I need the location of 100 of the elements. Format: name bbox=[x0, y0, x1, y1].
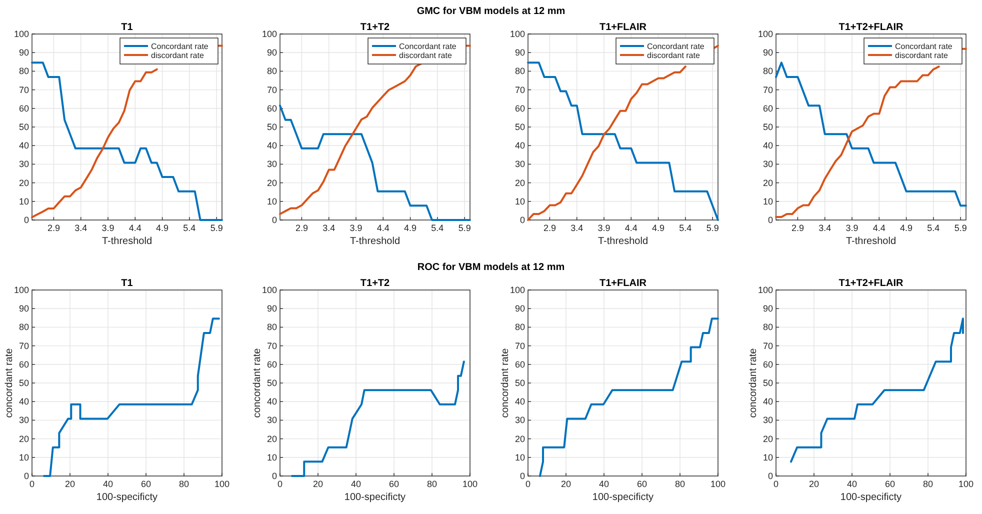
legend-label: discordant rate bbox=[895, 51, 948, 60]
y-tick-label: 0 bbox=[768, 215, 773, 225]
x-tick-label: 5.4 bbox=[183, 223, 196, 233]
x-tick-label: 100 bbox=[462, 479, 478, 489]
x-tick-label: 5.9 bbox=[458, 223, 471, 233]
chart-title: T1+T2 bbox=[360, 22, 390, 33]
y-tick-label: 100 bbox=[510, 29, 525, 39]
y-tick-label: 10 bbox=[514, 452, 525, 462]
y-axis-title: concordant rate bbox=[4, 348, 15, 418]
line-series bbox=[290, 360, 465, 477]
x-tick-label: 4.9 bbox=[404, 223, 417, 233]
x-axis-title: T-threshold bbox=[846, 236, 896, 247]
y-tick-label: 90 bbox=[762, 304, 773, 314]
y-tick-label: 0 bbox=[272, 471, 277, 481]
y-tick-label: 20 bbox=[514, 434, 525, 444]
line-series bbox=[279, 104, 471, 221]
y-tick-label: 10 bbox=[18, 452, 29, 462]
x-tick-label: 40 bbox=[350, 479, 362, 489]
y-tick-label: 40 bbox=[266, 396, 277, 407]
x-axis-title: 100-specificty bbox=[96, 492, 158, 503]
y-tick-label: 60 bbox=[762, 103, 773, 114]
y-tick-label: 90 bbox=[762, 48, 773, 58]
y-tick-label: 60 bbox=[18, 359, 29, 370]
y-tick-label: 60 bbox=[266, 359, 277, 370]
y-tick-label: 100 bbox=[14, 285, 29, 295]
x-tick-label: 4.4 bbox=[376, 223, 390, 233]
x-tick-label: 3.4 bbox=[74, 223, 88, 233]
x-tick-label: 20 bbox=[312, 479, 324, 489]
y-tick-label: 70 bbox=[762, 84, 773, 95]
y-tick-label: 30 bbox=[18, 159, 29, 170]
x-tick-label: 4.4 bbox=[624, 223, 638, 233]
x-tick-label: 60 bbox=[388, 479, 400, 489]
y-tick-label: 80 bbox=[762, 66, 773, 76]
x-tick-label: 2.9 bbox=[791, 223, 804, 233]
y-tick-label: 10 bbox=[266, 196, 277, 206]
x-tick-label: 40 bbox=[102, 479, 114, 489]
x-tick-label: 4.9 bbox=[900, 223, 913, 233]
y-tick-label: 30 bbox=[762, 415, 773, 426]
x-tick-label: 3.9 bbox=[598, 223, 610, 233]
x-tick-label: 2.9 bbox=[543, 223, 556, 233]
x-tick-label: 40 bbox=[846, 479, 858, 489]
x-tick-label: 3.9 bbox=[102, 223, 114, 233]
y-tick-label: 70 bbox=[18, 84, 29, 95]
y-tick-label: 100 bbox=[262, 285, 277, 295]
y-tick-label: 30 bbox=[514, 415, 525, 426]
line-series bbox=[42, 318, 220, 477]
legend-label: discordant rate bbox=[151, 51, 204, 60]
legend-label: Concordant rate bbox=[647, 42, 705, 51]
y-tick-label: 0 bbox=[24, 471, 29, 481]
x-tick-label: 3.4 bbox=[322, 223, 336, 233]
text: GMC for VBM models at 12 mm bbox=[416, 6, 566, 17]
y-tick-label: 80 bbox=[266, 322, 277, 332]
y-tick-label: 0 bbox=[520, 215, 525, 225]
x-tick-label: 80 bbox=[178, 479, 190, 489]
y-tick-label: 70 bbox=[762, 340, 773, 351]
x-tick-label: 100 bbox=[214, 479, 230, 489]
x-tick-label: 4.9 bbox=[652, 223, 665, 233]
y-tick-label: 50 bbox=[18, 378, 29, 388]
x-tick-label: 3.4 bbox=[818, 223, 832, 233]
y-tick-label: 20 bbox=[762, 178, 773, 188]
y-tick-label: 100 bbox=[758, 29, 773, 39]
y-tick-label: 80 bbox=[514, 322, 525, 332]
y-tick-label: 90 bbox=[266, 48, 277, 58]
y-tick-label: 80 bbox=[18, 322, 29, 332]
x-tick-label: 2.9 bbox=[295, 223, 308, 233]
x-tick-label: 60 bbox=[884, 479, 896, 489]
y-tick-label: 90 bbox=[18, 48, 29, 58]
x-tick-label: 5.9 bbox=[210, 223, 223, 233]
y-tick-label: 90 bbox=[514, 48, 525, 58]
y-tick-label: 40 bbox=[762, 140, 773, 151]
y-tick-label: 20 bbox=[266, 434, 277, 444]
y-tick-label: 40 bbox=[266, 140, 277, 151]
y-tick-label: 50 bbox=[762, 378, 773, 388]
chart-title: T1+FLAIR bbox=[600, 22, 648, 33]
y-tick-label: 20 bbox=[18, 178, 29, 188]
y-tick-label: 30 bbox=[266, 415, 277, 426]
x-tick-label: 5.4 bbox=[431, 223, 444, 233]
y-tick-label: 70 bbox=[18, 340, 29, 351]
x-tick-label: 20 bbox=[808, 479, 820, 489]
y-tick-label: 30 bbox=[514, 159, 525, 170]
y-tick-label: 60 bbox=[762, 359, 773, 370]
x-tick-label: 40 bbox=[598, 479, 610, 489]
y-tick-label: 100 bbox=[510, 285, 525, 295]
y-tick-label: 40 bbox=[18, 396, 29, 407]
y-tick-label: 30 bbox=[18, 415, 29, 426]
y-tick-label: 90 bbox=[266, 304, 277, 314]
legend-label: discordant rate bbox=[399, 51, 452, 60]
y-tick-label: 50 bbox=[762, 122, 773, 132]
y-tick-label: 0 bbox=[272, 215, 277, 225]
y-tick-label: 50 bbox=[18, 122, 29, 132]
y-axis-title: concordant rate bbox=[748, 348, 759, 418]
y-tick-label: 40 bbox=[762, 396, 773, 407]
chart-title: T1 bbox=[121, 278, 134, 289]
y-tick-label: 40 bbox=[18, 140, 29, 151]
y-tick-label: 60 bbox=[266, 103, 277, 114]
x-tick-label: 4.4 bbox=[128, 223, 142, 233]
y-tick-label: 80 bbox=[266, 66, 277, 76]
x-tick-label: 80 bbox=[426, 479, 438, 489]
x-tick-label: 4.4 bbox=[872, 223, 886, 233]
y-tick-label: 100 bbox=[758, 285, 773, 295]
